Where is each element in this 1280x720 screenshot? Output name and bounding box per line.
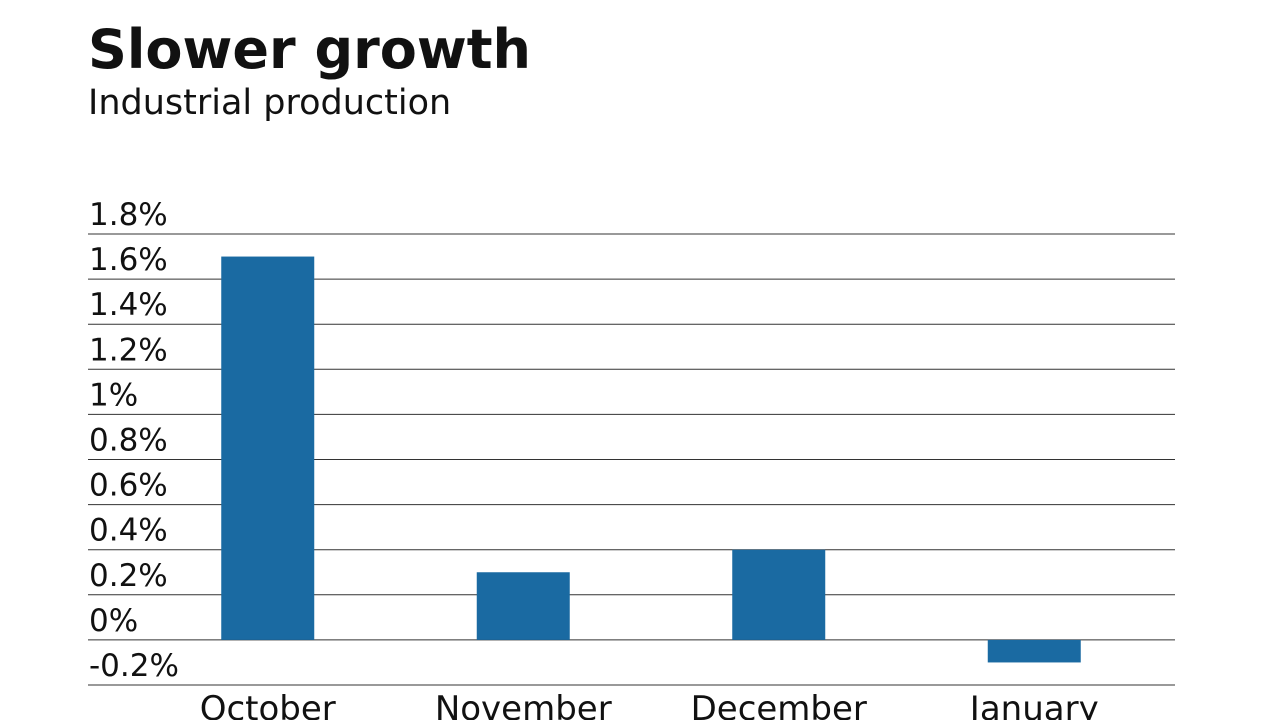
chart-title: Slower growth bbox=[88, 18, 531, 81]
bar bbox=[476, 572, 570, 640]
bar bbox=[732, 549, 826, 640]
y-tick-label: 1.6% bbox=[89, 242, 168, 278]
y-tick-label: 0.6% bbox=[89, 468, 168, 504]
bar bbox=[987, 639, 1081, 663]
y-tick-label: 0.8% bbox=[89, 423, 168, 459]
y-tick-label: 1.8% bbox=[89, 197, 168, 233]
y-tick-label: 1% bbox=[89, 377, 138, 413]
x-tick-label: October bbox=[200, 689, 336, 720]
y-tick-label: 0.4% bbox=[89, 513, 168, 549]
bar bbox=[221, 256, 315, 640]
chart-subtitle: Industrial production bbox=[88, 83, 451, 123]
y-tick-label: 1.4% bbox=[89, 287, 168, 323]
x-tick-label: November bbox=[435, 689, 612, 720]
y-tick-label: 0.2% bbox=[89, 558, 168, 594]
x-tick-label: January bbox=[968, 689, 1099, 720]
y-tick-label: -0.2% bbox=[89, 648, 179, 684]
x-tick-label: December bbox=[691, 689, 867, 720]
y-tick-label: 0% bbox=[89, 603, 138, 639]
y-tick-label: 1.2% bbox=[89, 332, 168, 368]
